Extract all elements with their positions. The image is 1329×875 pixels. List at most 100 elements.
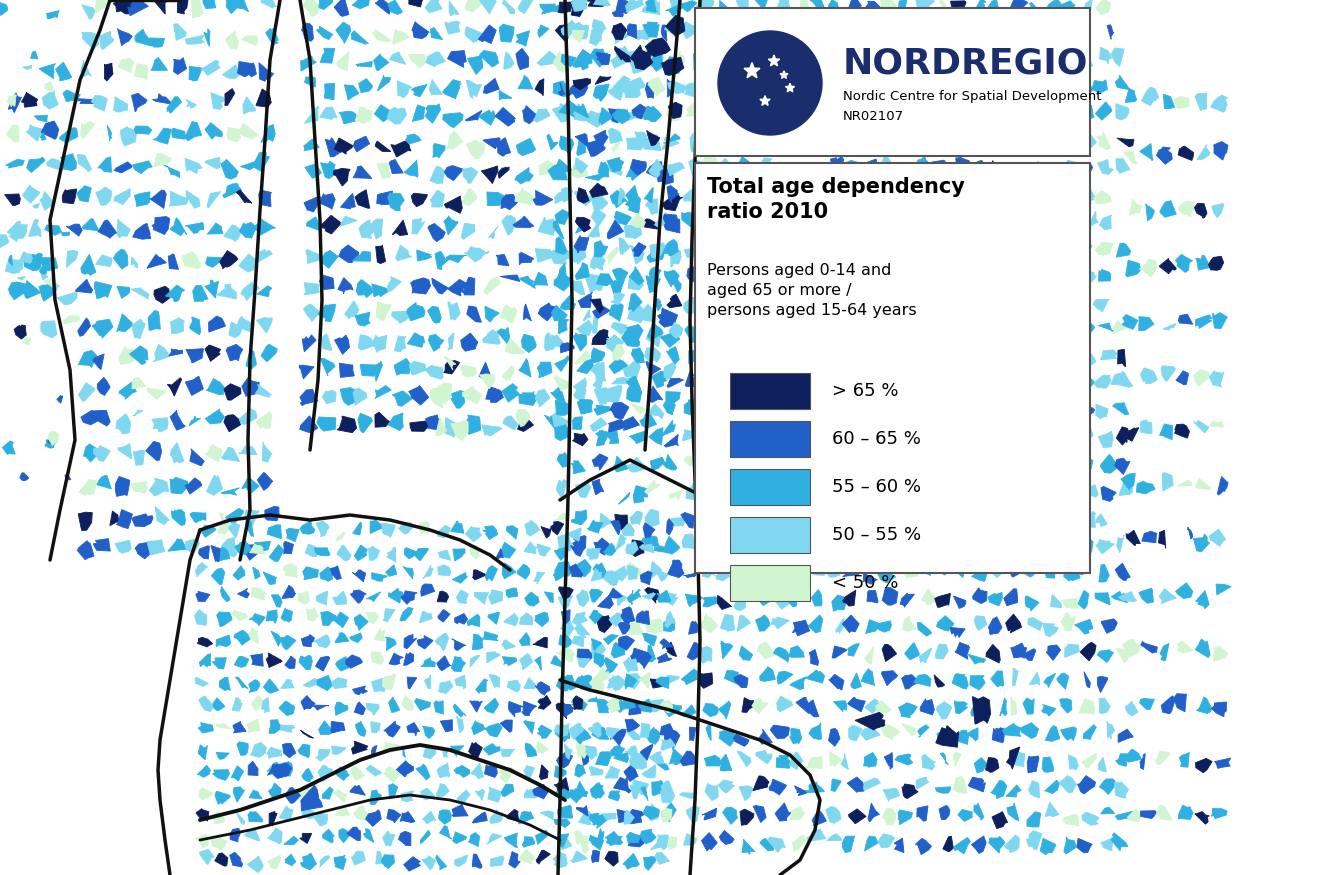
Polygon shape	[455, 766, 470, 778]
Polygon shape	[190, 317, 201, 335]
Polygon shape	[233, 611, 247, 621]
Polygon shape	[1100, 807, 1115, 814]
Polygon shape	[662, 593, 678, 605]
Polygon shape	[320, 567, 334, 582]
Polygon shape	[758, 730, 772, 744]
Polygon shape	[973, 101, 990, 116]
Polygon shape	[940, 806, 950, 820]
Polygon shape	[662, 420, 675, 436]
Polygon shape	[865, 539, 878, 556]
Polygon shape	[205, 409, 225, 423]
Polygon shape	[352, 522, 361, 535]
Polygon shape	[577, 590, 587, 600]
Polygon shape	[739, 353, 754, 367]
Polygon shape	[1095, 242, 1112, 256]
Polygon shape	[724, 670, 739, 684]
Polygon shape	[1099, 323, 1114, 332]
Polygon shape	[558, 596, 573, 609]
Polygon shape	[581, 675, 593, 691]
Polygon shape	[556, 834, 569, 847]
Polygon shape	[740, 111, 756, 124]
Polygon shape	[560, 835, 571, 850]
Polygon shape	[667, 80, 672, 97]
Polygon shape	[792, 620, 809, 636]
Polygon shape	[755, 400, 768, 414]
Polygon shape	[1076, 163, 1092, 176]
Polygon shape	[524, 304, 532, 321]
Polygon shape	[553, 81, 571, 96]
Polygon shape	[300, 56, 316, 71]
Polygon shape	[1021, 648, 1035, 661]
Polygon shape	[704, 375, 719, 391]
Polygon shape	[1142, 531, 1158, 542]
Polygon shape	[405, 134, 421, 144]
Polygon shape	[643, 22, 659, 38]
Polygon shape	[917, 806, 928, 821]
Polygon shape	[518, 75, 533, 89]
Polygon shape	[848, 644, 859, 656]
Polygon shape	[562, 187, 573, 202]
Polygon shape	[132, 514, 153, 527]
Polygon shape	[917, 461, 930, 473]
Polygon shape	[934, 359, 950, 367]
Polygon shape	[577, 744, 590, 759]
Polygon shape	[1030, 672, 1039, 685]
Polygon shape	[849, 0, 861, 10]
Polygon shape	[304, 197, 320, 212]
Polygon shape	[771, 617, 789, 629]
Polygon shape	[771, 510, 785, 527]
Polygon shape	[720, 293, 735, 310]
Polygon shape	[607, 676, 619, 688]
Polygon shape	[609, 419, 626, 433]
Polygon shape	[591, 208, 606, 227]
Polygon shape	[40, 284, 48, 295]
Polygon shape	[400, 812, 415, 822]
Polygon shape	[1082, 537, 1094, 552]
Polygon shape	[901, 567, 918, 578]
Polygon shape	[614, 752, 629, 762]
Polygon shape	[590, 195, 609, 209]
Polygon shape	[987, 216, 1005, 232]
Polygon shape	[502, 366, 514, 381]
Polygon shape	[805, 670, 824, 683]
Polygon shape	[1196, 479, 1211, 490]
Polygon shape	[645, 803, 658, 821]
Polygon shape	[444, 357, 456, 370]
Polygon shape	[905, 325, 917, 340]
Polygon shape	[465, 26, 482, 42]
Polygon shape	[591, 784, 603, 799]
Polygon shape	[383, 743, 399, 752]
Polygon shape	[306, 249, 322, 263]
Polygon shape	[614, 46, 630, 62]
Polygon shape	[233, 721, 246, 733]
Polygon shape	[777, 428, 793, 442]
Polygon shape	[489, 226, 498, 239]
Polygon shape	[641, 571, 653, 584]
Polygon shape	[153, 345, 170, 361]
Polygon shape	[642, 23, 658, 39]
Polygon shape	[828, 374, 845, 388]
Polygon shape	[229, 523, 239, 538]
Polygon shape	[918, 220, 934, 229]
Polygon shape	[586, 140, 606, 157]
Polygon shape	[776, 317, 792, 332]
Polygon shape	[322, 215, 342, 234]
Polygon shape	[776, 80, 792, 94]
Polygon shape	[425, 0, 443, 13]
Polygon shape	[843, 836, 855, 852]
Polygon shape	[898, 164, 916, 172]
Polygon shape	[239, 445, 258, 455]
Polygon shape	[53, 283, 58, 290]
Polygon shape	[577, 320, 593, 335]
Polygon shape	[537, 741, 549, 753]
Polygon shape	[683, 430, 698, 441]
Polygon shape	[974, 616, 987, 630]
Polygon shape	[702, 833, 718, 851]
Polygon shape	[219, 677, 230, 690]
Polygon shape	[77, 318, 90, 336]
Polygon shape	[1010, 351, 1027, 362]
Polygon shape	[409, 386, 429, 405]
Polygon shape	[684, 594, 703, 606]
Polygon shape	[954, 837, 970, 854]
Polygon shape	[619, 698, 635, 710]
